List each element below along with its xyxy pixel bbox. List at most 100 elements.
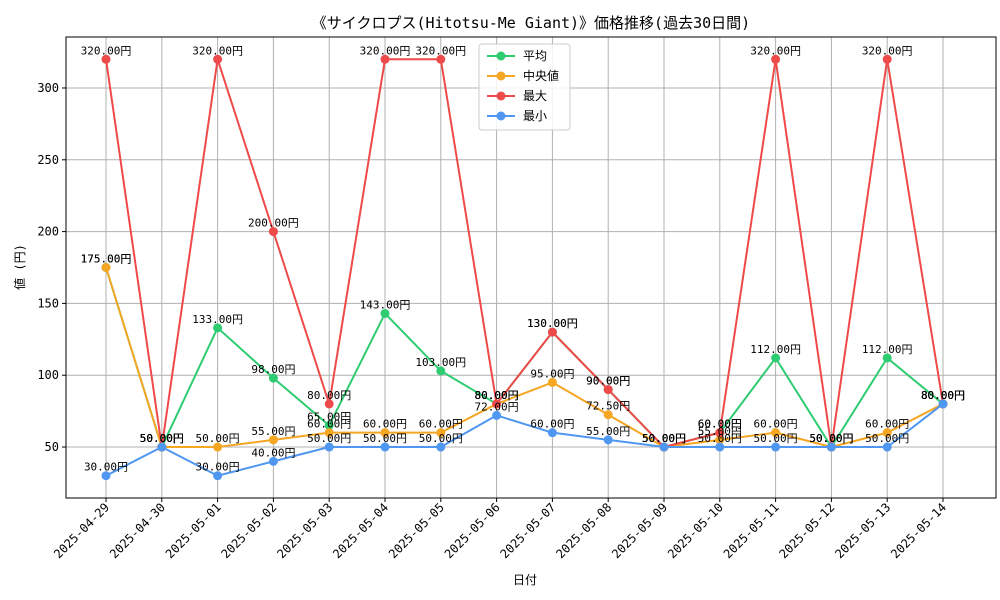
- x-tick-label: 2025-05-01: [163, 500, 224, 561]
- x-tick-label: 2025-05-08: [553, 500, 614, 561]
- data-label: 103.00円: [415, 356, 466, 369]
- series-line: [105, 267, 944, 449]
- y-axis-label: 値 (円): [12, 244, 27, 290]
- data-point: [380, 308, 390, 318]
- data-label: 112.00円: [862, 343, 913, 356]
- data-label: 55.00円: [586, 425, 630, 438]
- data-label: 200.00円: [248, 217, 299, 230]
- data-label: 50.00円: [809, 432, 853, 445]
- plot-frame: [65, 36, 997, 499]
- data-label: 130.00円: [527, 317, 578, 330]
- data-label: 50.00円: [196, 432, 240, 445]
- data-point: [101, 471, 111, 481]
- data-labels: 175.00円 50.00円 133.00円 98.00円 65.00円 143.00円 1…: [81, 44, 965, 473]
- data-label: 320.00円: [862, 44, 913, 57]
- data-label: 50.00円: [809, 432, 853, 445]
- data-point: [213, 323, 223, 333]
- x-axis-label: 日付: [513, 573, 537, 587]
- data-label: 98.00円: [251, 363, 295, 376]
- data-point: [547, 377, 557, 387]
- data-label: 130.00円: [527, 317, 578, 330]
- data-label: 80.00円: [921, 389, 965, 402]
- data-point: [268, 456, 278, 466]
- x-tick-label: 2025-05-05: [386, 500, 447, 561]
- x-tick-label: 2025-05-11: [721, 500, 782, 561]
- data-point: [324, 399, 334, 409]
- data-point: [324, 420, 334, 430]
- legend-marker: [496, 51, 506, 61]
- y-axis: 50 100 150 200 250 300: [37, 81, 66, 454]
- data-point: [603, 410, 613, 420]
- legend-entry: 平均: [523, 49, 547, 63]
- legend-entry: 最小: [523, 109, 547, 123]
- data-label: 320.00円: [750, 44, 801, 57]
- series-line: [105, 267, 944, 449]
- data-label: 60.00円: [754, 418, 798, 431]
- data-point: [715, 435, 725, 445]
- data-label: 80.00円: [475, 389, 519, 402]
- data-label: 50.00円: [419, 432, 463, 445]
- data-point: [771, 428, 781, 438]
- x-tick-label: 2025-05-14: [888, 500, 949, 561]
- data-point: [380, 54, 390, 64]
- data-point: [268, 435, 278, 445]
- data-label: 30.00円: [196, 461, 240, 474]
- data-point: [492, 399, 502, 409]
- data-label: 60.00円: [307, 418, 351, 431]
- data-point: [882, 54, 892, 64]
- y-tick-label: 250: [37, 153, 59, 167]
- series-layer: [101, 54, 948, 481]
- x-tick-label: 2025-04-30: [107, 500, 168, 561]
- data-label: 80.00円: [921, 389, 965, 402]
- data-label: 40.00円: [251, 446, 295, 459]
- x-tick-label: 2025-05-13: [832, 500, 893, 561]
- data-point: [324, 442, 334, 452]
- data-point: [882, 428, 892, 438]
- data-label: 50.00円: [754, 432, 798, 445]
- data-point: [213, 471, 223, 481]
- data-point: [380, 428, 390, 438]
- x-tick-label: 2025-05-10: [665, 500, 726, 561]
- legend-marker: [496, 71, 506, 81]
- data-point: [715, 442, 725, 452]
- data-label: 50.00円: [809, 432, 853, 445]
- data-label: 90.00円: [586, 375, 630, 388]
- data-label: 320.00円: [81, 44, 132, 57]
- data-point: [771, 353, 781, 363]
- y-tick-label: 150: [37, 296, 59, 310]
- data-point: [715, 428, 725, 438]
- data-label: 80.00円: [921, 389, 965, 402]
- data-label: 55.00円: [698, 425, 742, 438]
- data-label: 175.00円: [81, 253, 132, 266]
- x-tick-label: 2025-05-09: [609, 500, 670, 561]
- x-tick-label: 2025-05-06: [442, 500, 503, 561]
- data-point: [213, 442, 223, 452]
- chart-title: 《サイクロプス(Hitotsu-Me Giant)》価格推移(過去30日間): [312, 14, 750, 32]
- data-label: 95.00円: [530, 367, 574, 380]
- data-point: [213, 54, 223, 64]
- data-label: 80.00円: [475, 389, 519, 402]
- legend-box: [478, 43, 571, 131]
- data-label: 60.00円: [363, 418, 407, 431]
- x-tick-label: 2025-05-07: [498, 500, 559, 561]
- data-label: 50.00円: [140, 432, 184, 445]
- data-label: 50.00円: [698, 432, 742, 445]
- data-point: [603, 385, 613, 395]
- data-label: 50.00円: [140, 432, 184, 445]
- data-label: 90.00円: [586, 375, 630, 388]
- data-label: 60.00円: [419, 418, 463, 431]
- data-point: [882, 442, 892, 452]
- data-point: [268, 227, 278, 237]
- data-point: [492, 410, 502, 420]
- data-label: 72.50円: [586, 400, 630, 413]
- x-tick-label: 2025-05-12: [777, 500, 838, 561]
- data-point: [882, 353, 892, 363]
- data-label: 50.00円: [809, 432, 853, 445]
- legend-entry: 最大: [523, 89, 547, 103]
- series-line: [105, 403, 944, 477]
- data-point: [268, 373, 278, 383]
- data-label: 320.00円: [192, 44, 243, 57]
- data-label: 320.00円: [415, 44, 466, 57]
- data-point: [938, 399, 948, 409]
